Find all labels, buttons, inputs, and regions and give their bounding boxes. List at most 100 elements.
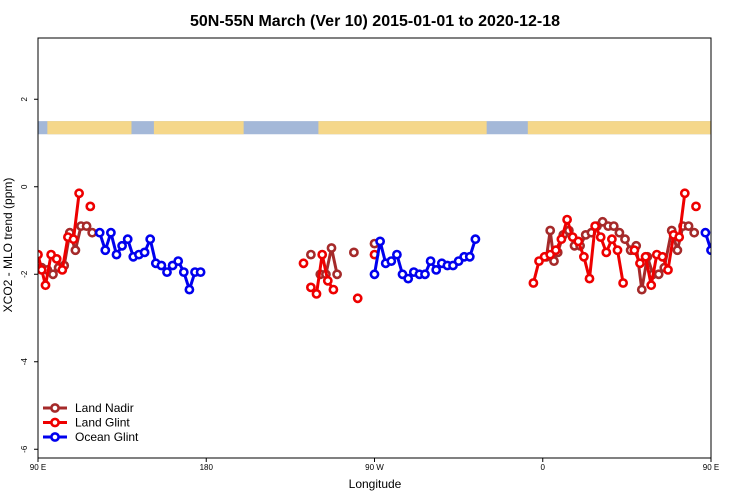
ocean-glint-point: [386, 256, 397, 266]
ocean-glint-point: [464, 251, 475, 262]
land-nadir-point: [81, 221, 92, 231]
land-glint-point: [691, 201, 701, 212]
y-tick-label: 2: [20, 96, 29, 101]
land-glint-point: [635, 258, 645, 269]
legend-label: Ocean Glint: [75, 430, 139, 444]
ocean-glint-point: [431, 264, 442, 275]
land-glint-point: [629, 245, 640, 256]
ocean-glint-point: [706, 245, 711, 256]
y-tick-label: -4: [20, 358, 29, 366]
y-tick-label: 0: [20, 184, 29, 189]
land-glint-point: [663, 264, 673, 275]
land-glint-point: [317, 249, 328, 260]
land-glint-point: [305, 282, 316, 293]
ocean-glint-point: [106, 227, 116, 238]
legend-label: Land Nadir: [75, 401, 134, 415]
land-glint-point: [562, 214, 572, 225]
land-glint-point: [311, 288, 322, 299]
ocean-glint-point: [375, 236, 385, 247]
land-glint-point: [640, 251, 651, 262]
legend-label: Land Glint: [75, 416, 130, 430]
ocean-glint-point: [724, 242, 731, 249]
ocean-glint-point: [420, 269, 430, 280]
ocean-glint-point: [713, 229, 720, 236]
land-nadir-point: [672, 245, 683, 256]
land-glint-point: [68, 234, 79, 245]
land-nadir-point: [620, 234, 630, 245]
land-glint-point: [550, 245, 561, 256]
land-glint-point: [40, 280, 51, 291]
ocean-glint-point: [117, 240, 127, 251]
land-glint-point: [352, 293, 363, 304]
ocean-glint-point: [173, 256, 184, 266]
y-tick-label: -2: [20, 270, 29, 278]
x-tick-label: 0: [541, 463, 546, 472]
legend-item-land-nadir: Land Nadir: [43, 401, 134, 415]
legend-swatch-marker: [50, 417, 60, 428]
land-glint-point: [298, 258, 309, 269]
ocean-glint-point: [719, 251, 726, 258]
ocean-glint-point: [139, 247, 150, 258]
legend-swatch-marker: [50, 403, 60, 413]
ocean-glint-point: [100, 245, 111, 256]
y-tick-label: -6: [20, 445, 29, 453]
ocean-glint-point: [122, 234, 133, 245]
ocean-glint-point: [425, 256, 436, 266]
land-glint-point: [612, 245, 623, 256]
land-glint-point: [618, 278, 628, 288]
land-glint-point: [74, 188, 84, 199]
land-nadir-point: [305, 249, 316, 260]
x-axis-label: Longitude: [349, 477, 402, 491]
land-glint-point: [657, 251, 668, 262]
land-glint-point: [601, 247, 612, 258]
land-band-3: [527, 121, 711, 135]
ocean-glint-point: [184, 284, 195, 295]
ocean-glint-point: [369, 269, 380, 280]
land-glint-point: [573, 236, 584, 247]
land-glint-point: [674, 232, 685, 242]
x-tick-label: 90 E: [703, 463, 719, 472]
land-nadir-point: [608, 221, 619, 231]
land-ocean-band: [38, 121, 711, 135]
land-nadir-point: [653, 269, 664, 280]
ocean-glint-point: [145, 234, 156, 245]
ocean-glint-point: [391, 249, 402, 260]
land-glint-point: [51, 253, 62, 264]
ocean-glint-point: [470, 234, 481, 245]
land-glint-point: [595, 232, 606, 242]
land-nadir-point: [87, 227, 98, 238]
ocean-glint-point: [730, 236, 737, 243]
y-axis: 2 0 -2 -4 -6: [20, 96, 38, 453]
land-glint-point: [679, 188, 690, 199]
ocean-glint-point: [735, 253, 742, 260]
land-nadir-point: [545, 225, 556, 236]
ocean-glint-point: [700, 227, 711, 238]
land-nadir-point: [48, 269, 58, 280]
land-nadir-point: [636, 284, 647, 295]
land-glint-point: [57, 264, 68, 275]
land-nadir-point: [683, 221, 694, 231]
land-glint-point: [322, 275, 333, 286]
legend-swatch-marker: [50, 432, 60, 442]
series-layer: [38, 188, 742, 304]
land-glint-point: [579, 251, 589, 262]
land-glint-point: [528, 278, 539, 288]
ocean-glint-point: [156, 260, 167, 271]
land-nadir-point: [689, 227, 700, 238]
land-nadir-point: [326, 243, 337, 253]
land-nadir-point: [70, 245, 81, 256]
x-tick-label: 180: [200, 463, 214, 472]
ocean-glint-point: [195, 267, 206, 277]
land-glint-point: [607, 234, 617, 245]
x-axis: 90 E 180 90 W 0 90 E: [30, 458, 719, 472]
land-nadir-point: [332, 269, 342, 280]
ocean-glint-point: [403, 273, 414, 284]
land-band-1: [153, 121, 244, 135]
series-ocean-glint: [94, 227, 742, 295]
legend-item-land-glint: Land Glint: [43, 416, 130, 430]
land-glint-point: [584, 273, 595, 284]
land-glint-point: [556, 234, 567, 245]
land-glint-point: [590, 221, 600, 231]
land-glint-point: [328, 284, 339, 295]
